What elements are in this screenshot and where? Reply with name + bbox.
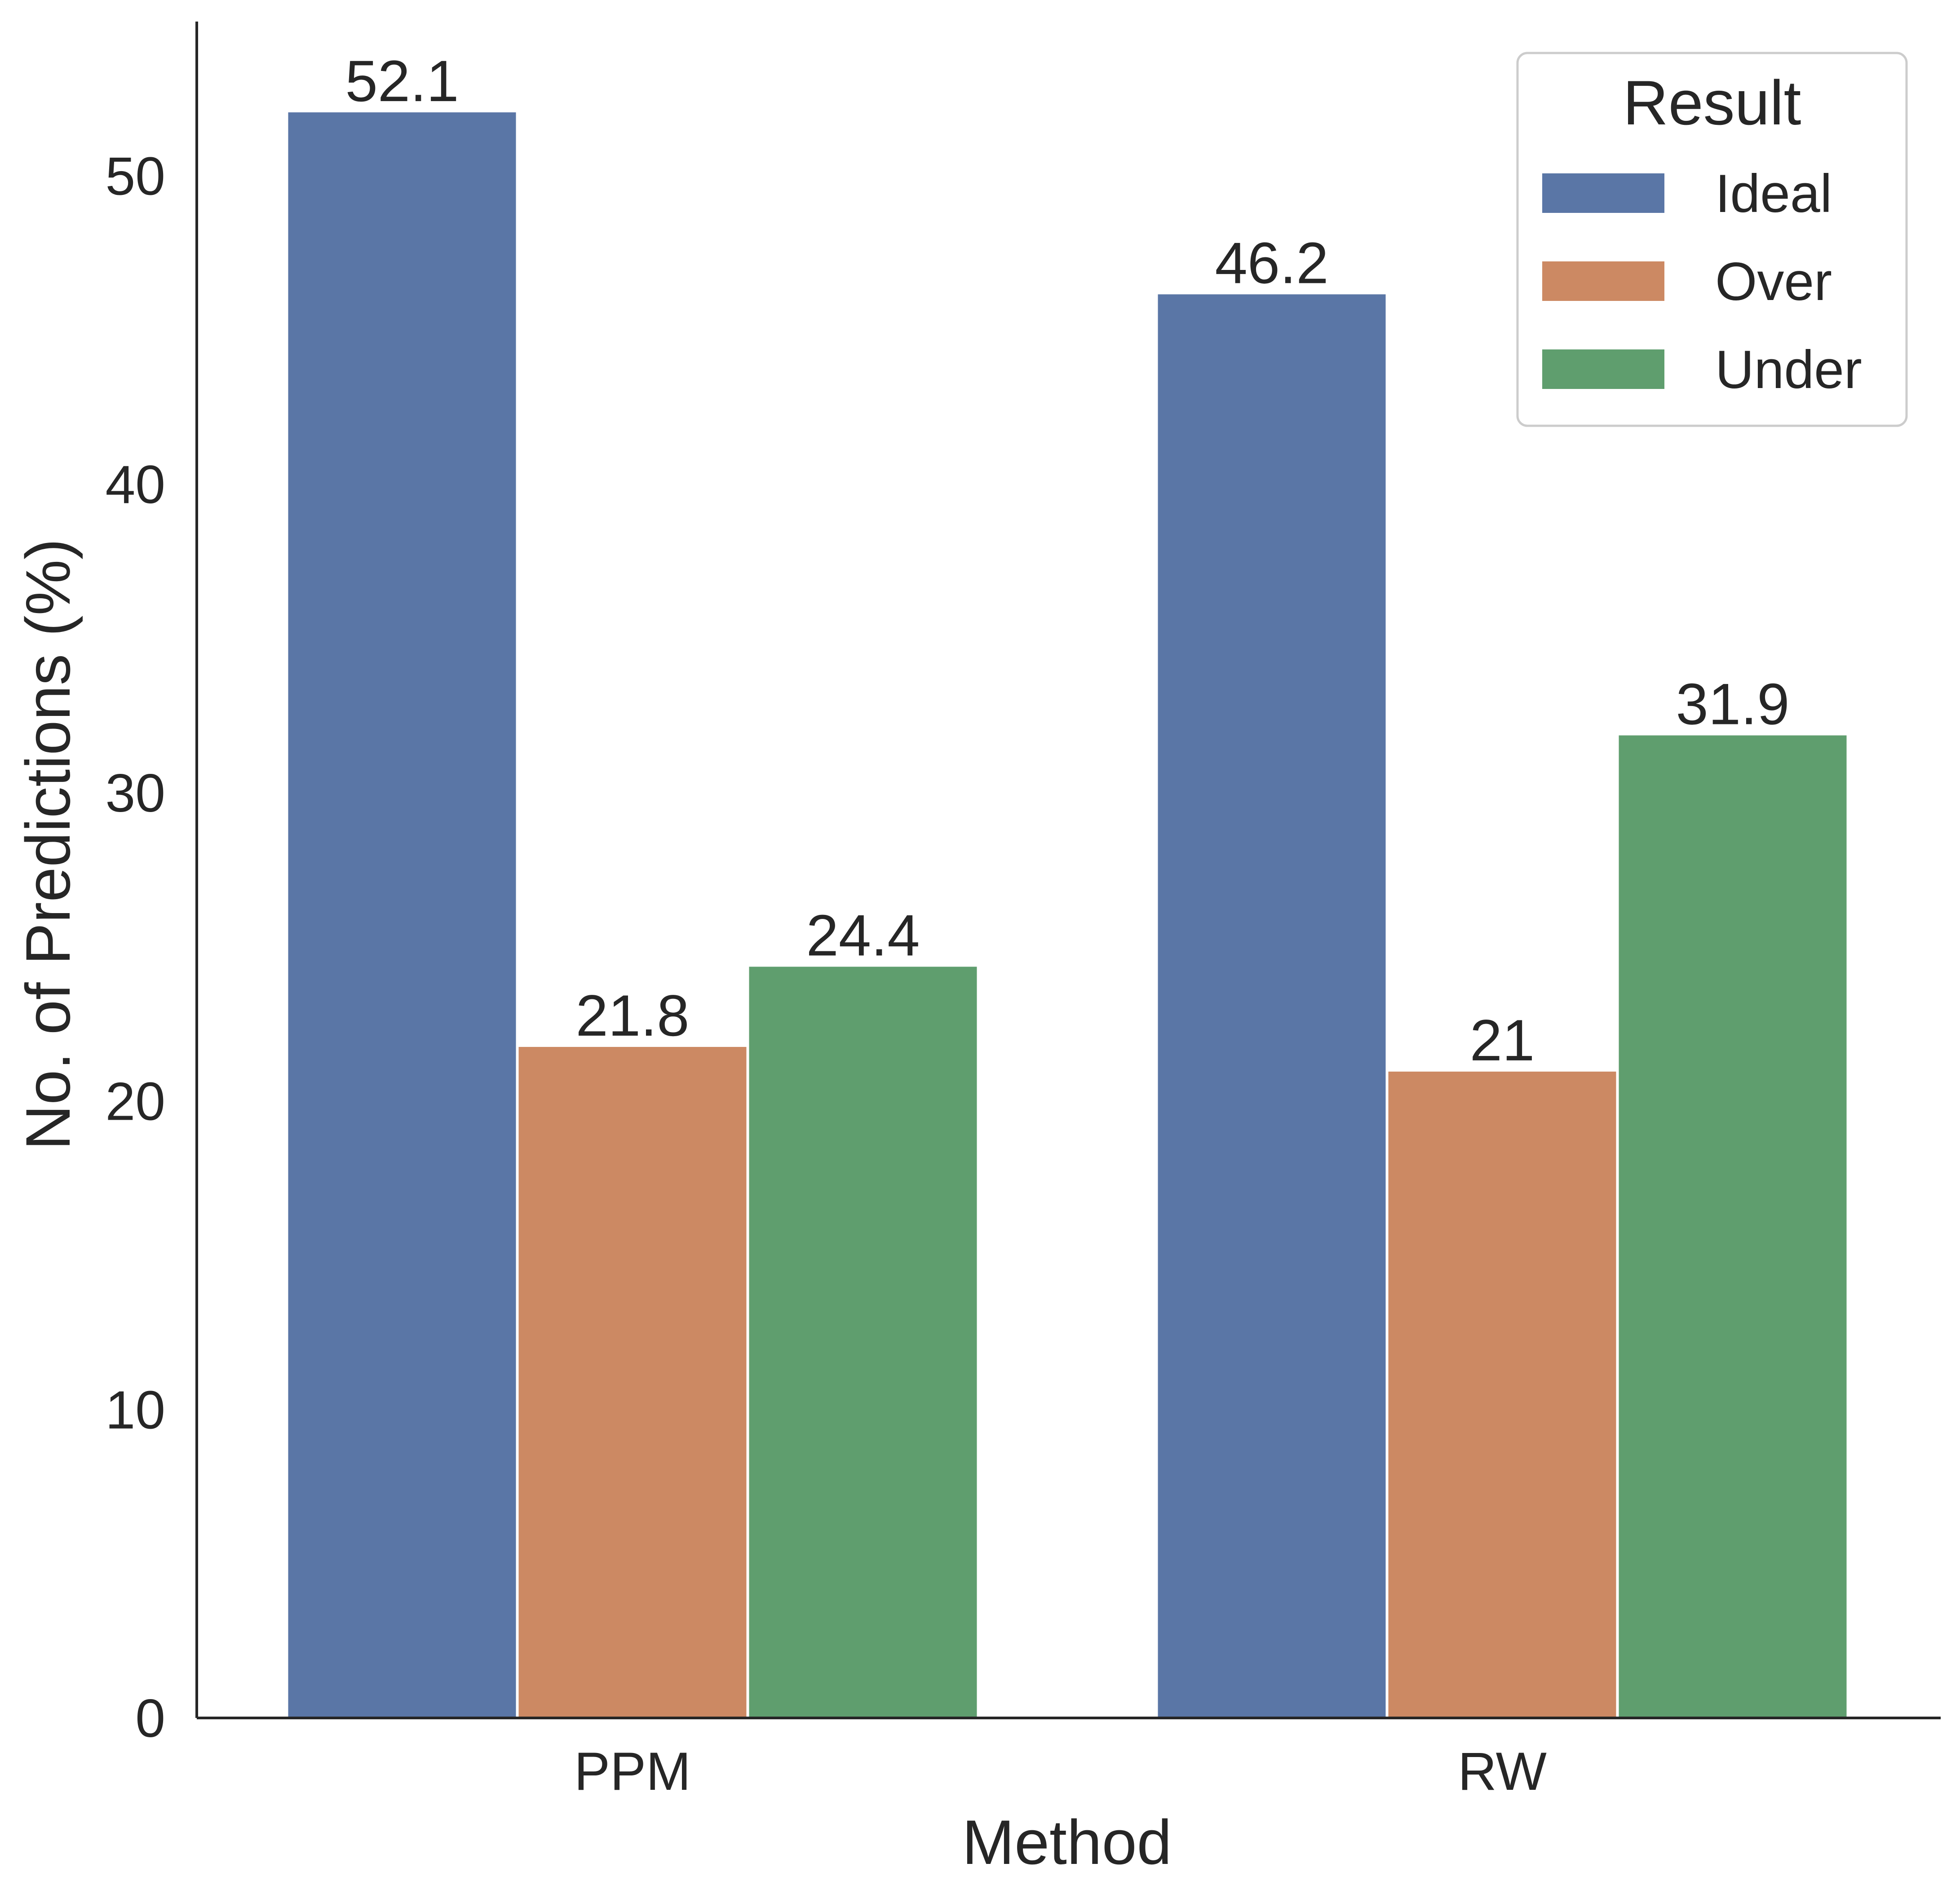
legend-items: Ideal Over Under [1542, 163, 1862, 400]
x-ticks-group: PPM RW [574, 1741, 1547, 1801]
y-tick-label: 10 [106, 1380, 165, 1440]
x-axis-title: Method [962, 1807, 1172, 1877]
data-label-ideal-ppm: 52.1 [345, 48, 459, 114]
legend: Result Ideal Over Under [1516, 52, 1908, 427]
legend-swatch-over [1542, 261, 1664, 301]
y-tick-label: 30 [106, 763, 165, 823]
bar-under-rw [1616, 733, 1849, 1719]
y-ticks-group: 0 10 20 30 40 50 [106, 146, 165, 1748]
axes-group [195, 22, 1941, 1719]
y-axis-title: No. of Predictions (%) [13, 539, 83, 1150]
y-tick-label: 20 [106, 1072, 165, 1132]
bar-over-ppm [516, 1044, 749, 1719]
legend-swatch-under [1542, 349, 1664, 389]
y-tick-label: 40 [106, 455, 165, 515]
y-tick-label: 50 [106, 146, 165, 206]
data-label-under-rw: 31.9 [1676, 671, 1789, 737]
x-tick-label-rw: RW [1458, 1741, 1547, 1801]
y-tick-label: 0 [135, 1688, 165, 1748]
bar-over-rw [1385, 1069, 1619, 1720]
data-label-over-ppm: 21.8 [575, 983, 689, 1048]
bars-group [285, 110, 1849, 1720]
legend-label-over: Over [1715, 252, 1832, 312]
bar-under-ppm [746, 964, 980, 1719]
data-labels-group: 52.1 21.8 24.4 46.2 21 31.9 [345, 48, 1789, 1073]
data-label-over-rw: 21 [1470, 1007, 1535, 1073]
legend-frame [1516, 52, 1908, 427]
legend-title: Result [1623, 67, 1801, 138]
legend-label-ideal: Ideal [1715, 163, 1832, 224]
legend-label-under: Under [1715, 340, 1862, 400]
data-label-under-ppm: 24.4 [806, 902, 920, 968]
data-label-ideal-rw: 46.2 [1215, 230, 1328, 296]
bar-ideal-rw [1155, 291, 1389, 1719]
x-tick-label-ppm: PPM [574, 1741, 691, 1801]
legend-swatch-ideal [1542, 173, 1664, 213]
bar-ideal-ppm [285, 110, 519, 1720]
